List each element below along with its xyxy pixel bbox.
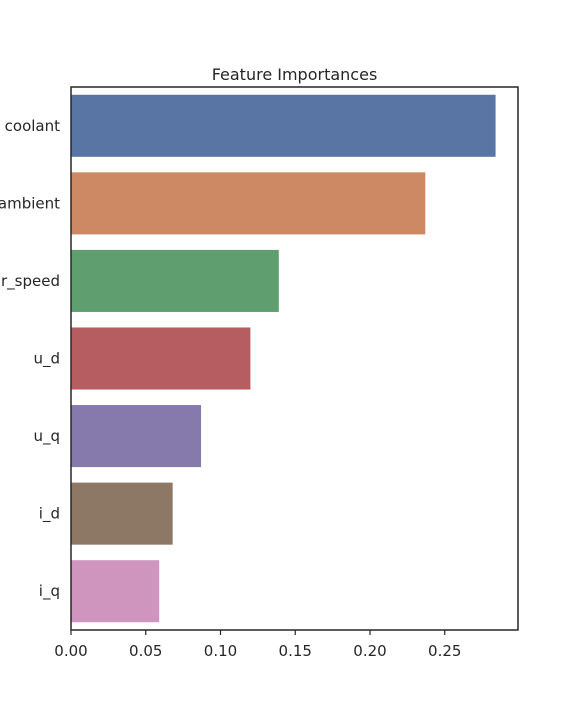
x-axis-ticks: 0.00 0.05 0.10 0.15 0.20 0.25 <box>54 630 461 660</box>
x-tick-label: 0.10 <box>204 642 237 660</box>
x-tick-label: 0.20 <box>353 642 386 660</box>
bar-r-speed <box>71 249 279 312</box>
bar-u-d <box>71 327 251 390</box>
chart-title: Feature Importances <box>212 65 378 84</box>
x-tick-label: 0.15 <box>279 642 312 660</box>
plot-frame <box>70 86 519 631</box>
bars-group <box>71 94 496 623</box>
y-tick-label-coolant: coolant <box>5 117 60 135</box>
x-tick-label: 0.00 <box>54 642 87 660</box>
bar-ambient <box>71 172 426 235</box>
bar-i-d <box>71 482 173 545</box>
x-tick-label: 0.25 <box>428 642 461 660</box>
y-tick-label-r-speed: r_speed <box>1 272 60 291</box>
x-tick-label: 0.05 <box>129 642 162 660</box>
y-tick-label-ambient: ambient <box>0 194 60 212</box>
y-tick-label-u-q: u_q <box>33 427 60 446</box>
y-tick-label-i-d: i_d <box>39 505 60 524</box>
y-tick-labels: coolant ambient r_speed u_d u_q i_d i_q <box>0 117 60 601</box>
bar-u-q <box>71 405 202 468</box>
y-tick-label-i-q: i_q <box>39 582 60 601</box>
bar-coolant <box>71 94 496 157</box>
bar-i-q <box>71 560 160 623</box>
y-tick-label-u-d: u_d <box>33 350 60 369</box>
